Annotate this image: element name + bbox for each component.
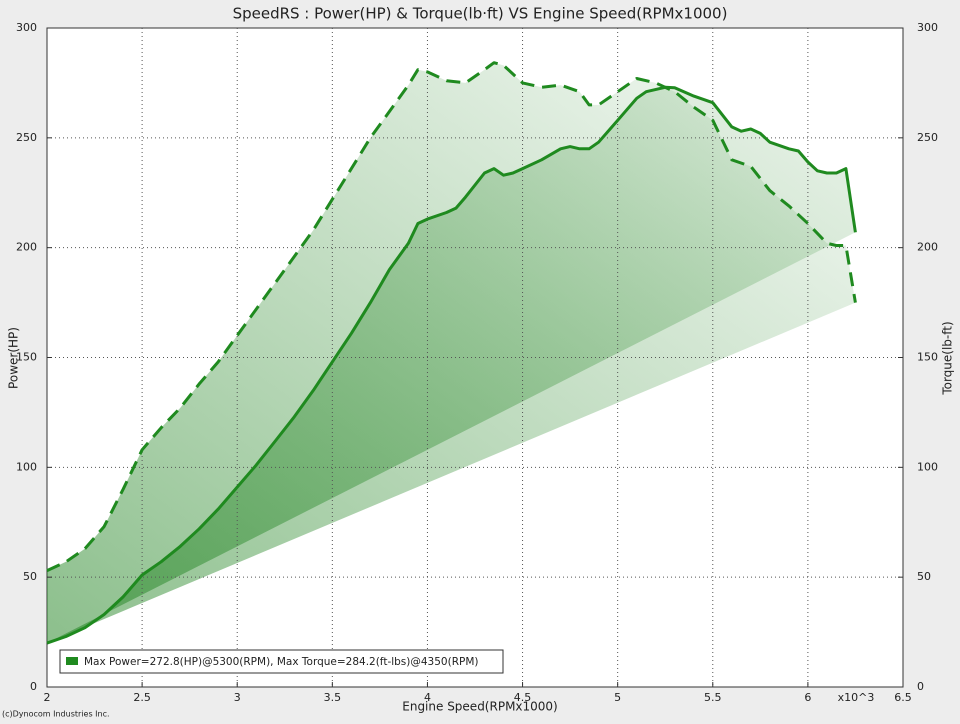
x-tick-label: 2.5 [133,691,151,704]
legend-label: Max Power=272.8(HP)@5300(RPM), Max Torqu… [84,656,478,668]
y2-tick-label: 300 [917,21,938,34]
y-tick-label: 50 [23,570,37,583]
y-axis-label: Power(HP) [7,327,21,389]
y-tick-label: 0 [30,680,37,693]
y2-tick-label: 50 [917,570,931,583]
x-tick-label: 2 [44,691,51,704]
legend [59,649,504,674]
y2-tick-label: 150 [917,351,938,364]
x-axis-label: Engine Speed(RPMx1000) [402,700,558,714]
x-tick-label: 4.5 [514,691,532,704]
x-tick-label: 3 [234,691,241,704]
y2-axis-label: Torque(lb-ft) [941,321,955,395]
lines [46,61,857,645]
area-shade [47,87,856,644]
x-tick-label: 3.5 [324,691,342,704]
y-tick-label: 200 [16,241,37,254]
shading [47,62,856,644]
y-tick-label: 300 [16,21,37,34]
series-line [46,85,857,645]
legend-swatch [66,657,78,665]
y-tick-label: 250 [16,131,37,144]
series-line [46,61,857,572]
y-tick-label: 100 [16,460,37,473]
x-tick-label: 5.5 [704,691,722,704]
chart-title: SpeedRS : Power(HP) & Torque(lb·ft) VS E… [233,5,728,23]
x-tick-label: 5 [614,691,621,704]
footer: (c)Dynocom Industries Inc. [2,710,110,719]
grid [46,27,904,688]
y2-tick-label: 0 [917,680,924,693]
x-tick-label: 6.5 [894,691,912,704]
x-tick-label: 6 [804,691,811,704]
y2-tick-label: 200 [917,241,938,254]
y2-tick-label: 100 [917,460,938,473]
x-tick-label: 4 [424,691,431,704]
y2-tick-label: 250 [917,131,938,144]
x-multiplier: x10^3 [838,691,875,704]
y-tick-label: 150 [16,351,37,364]
